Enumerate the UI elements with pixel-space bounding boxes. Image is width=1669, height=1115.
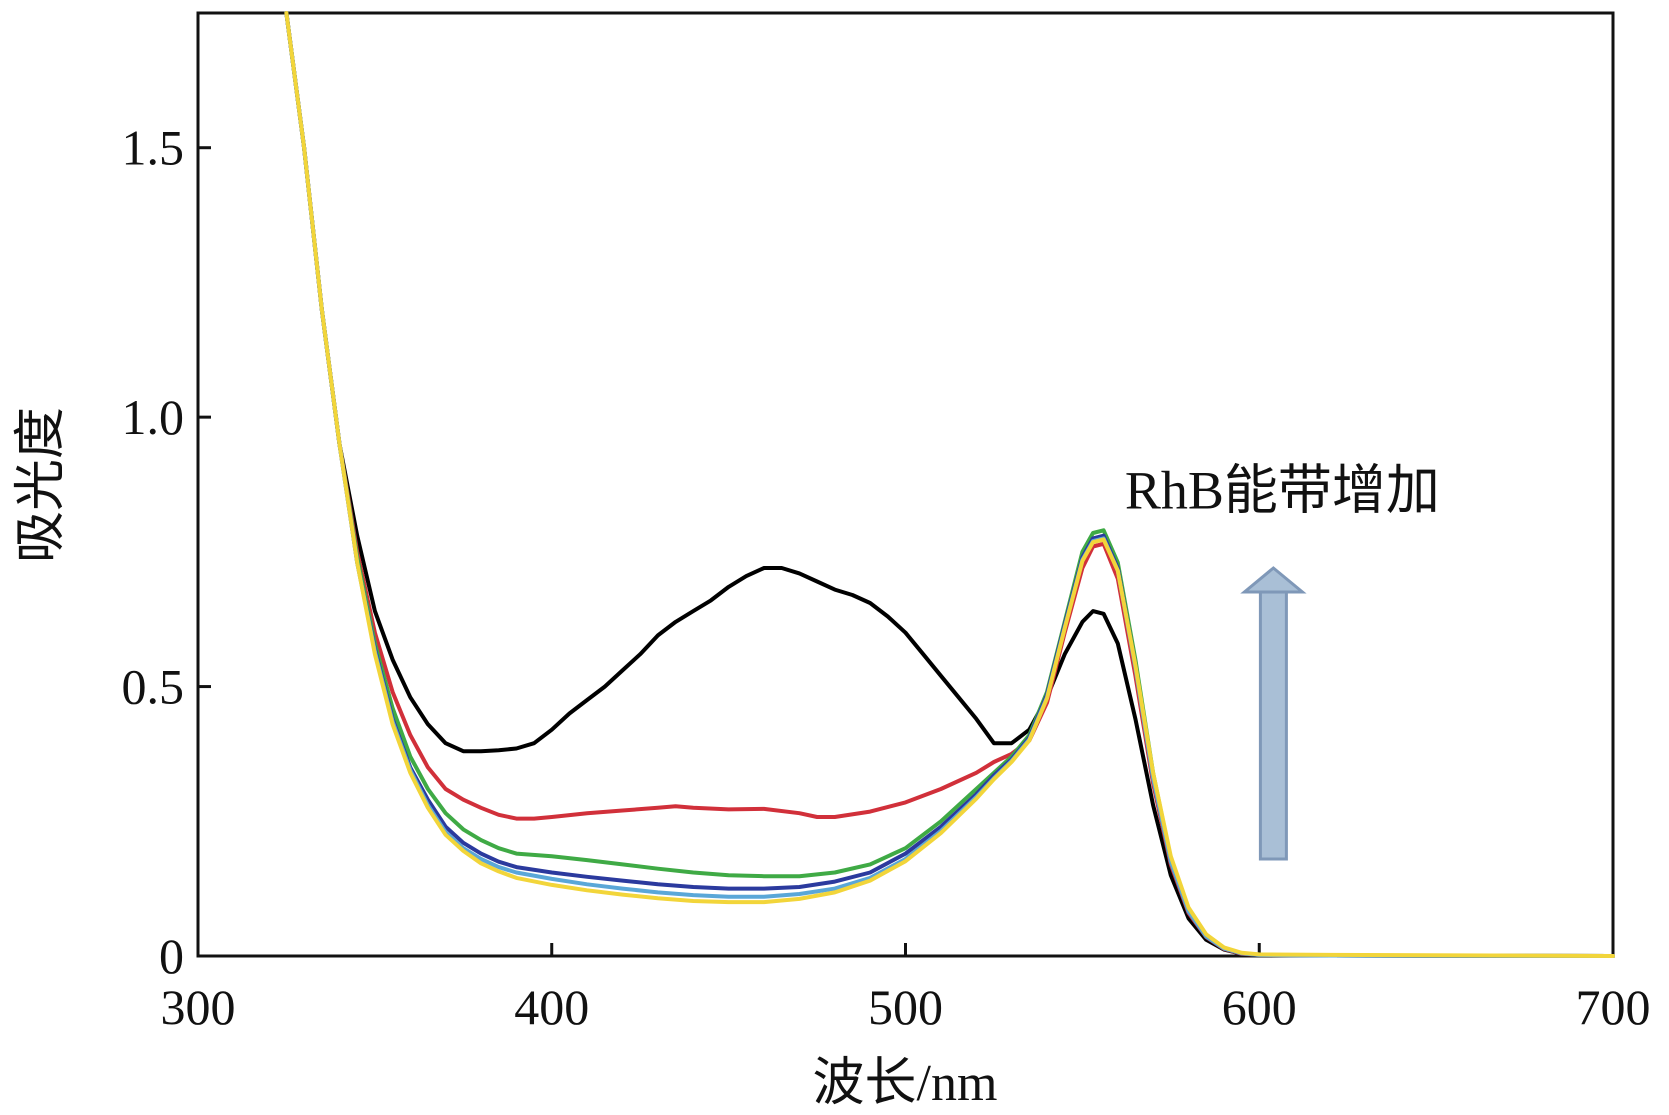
annotation-layer: RhB能带增加 [1125,461,1440,861]
x-axis-title: 波长/nm [813,1055,998,1112]
y-axis-title: 吸光度 [13,407,70,563]
x-tick-label: 300 [161,979,236,1035]
y-axis-ticks: 0 0.5 1.0 1.5 [122,120,211,984]
arrow-head-icon [1240,566,1307,594]
annotation-label: RhB能带增加 [1125,461,1440,521]
x-tick-label: 700 [1576,979,1651,1035]
x-tick-label: 600 [1222,979,1297,1035]
y-tick-label: 1.0 [122,389,185,445]
x-tick-label: 400 [514,979,589,1035]
series-line-6 [284,11,1615,958]
x-axis-ticks: 300 400 500 600 700 [161,943,1651,1035]
y-tick-label: 0.5 [122,659,185,715]
y-tick-label: 0 [159,928,184,984]
series-line-1 [284,11,1615,958]
series-layer [284,11,1615,958]
y-tick-label: 1.5 [122,120,185,176]
x-tick-label: 500 [868,979,943,1035]
arrow-up-icon [1258,590,1288,861]
